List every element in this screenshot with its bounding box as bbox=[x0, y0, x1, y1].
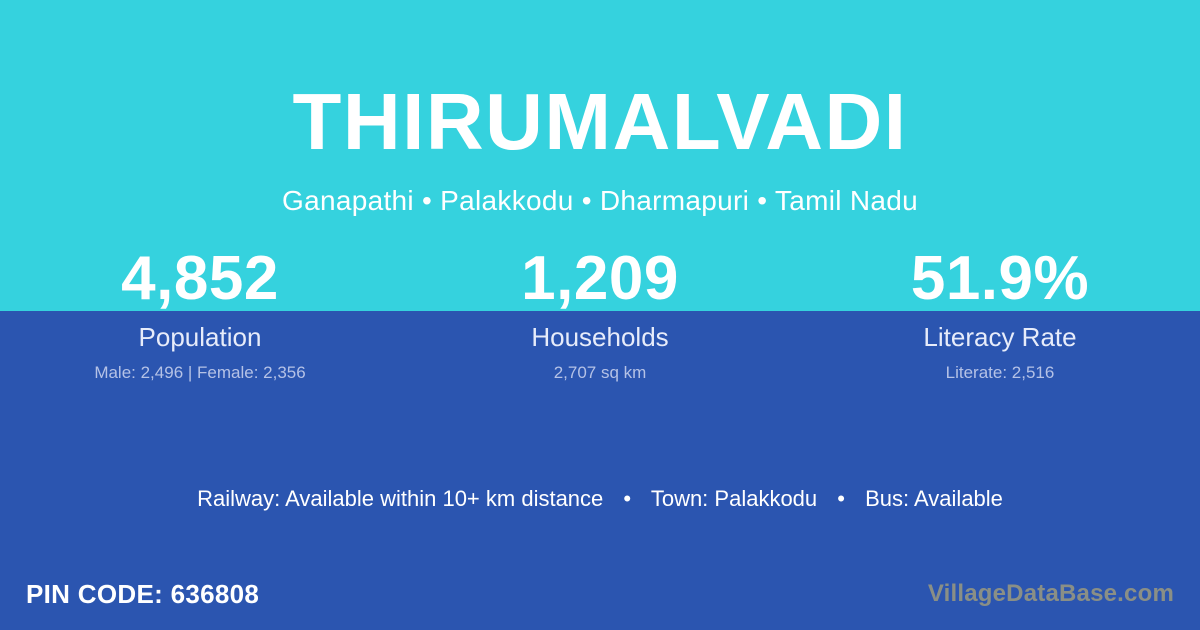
header: THIRUMALVADI Ganapathi • Palakkodu • Dha… bbox=[0, 0, 1200, 218]
bottom-color-band bbox=[0, 311, 1200, 630]
top-color-band bbox=[0, 0, 1200, 311]
facility-railway: Railway: Available within 10+ km distanc… bbox=[197, 486, 604, 511]
stat-value-population: 4,852 bbox=[121, 244, 279, 313]
stat-sub-population: Male: 2,496 | Female: 2,356 bbox=[94, 362, 306, 382]
stat-label-households: Households bbox=[531, 322, 669, 352]
footer: PIN CODE: 636808 VillageDataBase.com bbox=[0, 558, 1200, 630]
facilities-line: Railway: Available within 10+ km distanc… bbox=[0, 486, 1200, 512]
stat-sub-households: 2,707 sq km bbox=[553, 362, 647, 382]
pin-code: PIN CODE: 636808 bbox=[26, 578, 260, 609]
bullet-separator-icon: • bbox=[623, 486, 632, 511]
stat-households: 1,209 Households 2,707 sq km bbox=[400, 248, 800, 382]
site-brand: VillageDataBase.com bbox=[927, 580, 1174, 607]
facility-town: Town: Palakkodu bbox=[650, 486, 818, 511]
bullet-separator-icon: • bbox=[837, 486, 845, 511]
stat-population: 4,852 Population Male: 2,496 | Female: 2… bbox=[0, 248, 400, 382]
stat-value-households: 1,209 bbox=[521, 244, 679, 313]
stat-value-literacy-rate: 51.9% bbox=[910, 244, 1090, 313]
breadcrumb: Ganapathi • Palakkodu • Dharmapuri • Tam… bbox=[282, 185, 918, 216]
stat-literacy-rate: 51.9% Literacy Rate Literate: 2,516 bbox=[800, 248, 1200, 382]
stats-row: 4,852 Population Male: 2,496 | Female: 2… bbox=[0, 248, 1200, 382]
facility-bus: Bus: Available bbox=[865, 486, 1003, 511]
page-title: THIRUMALVADI bbox=[292, 77, 908, 166]
stat-sub-literacy-rate: Literate: 2,516 bbox=[945, 362, 1055, 382]
stat-label-literacy-rate: Literacy Rate bbox=[923, 322, 1077, 352]
stat-label-population: Population bbox=[138, 322, 262, 352]
